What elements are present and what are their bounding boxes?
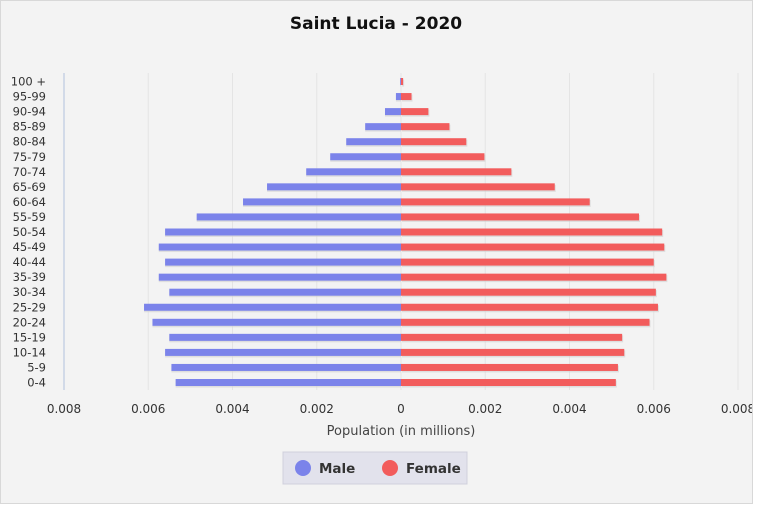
legend-item-male[interactable]: Male — [295, 460, 355, 477]
legend-item-female[interactable]: Female — [382, 460, 461, 477]
female-bar — [401, 213, 640, 221]
female-bar — [401, 303, 658, 311]
legend: Male Female — [282, 451, 468, 485]
female-bar — [401, 288, 656, 296]
y-tick-labels: 0-4 5-910-1415-1920-2425-2930-3435-3940-4… — [11, 75, 46, 390]
y-tick-label: 10-14 — [13, 345, 46, 359]
male-bar — [144, 303, 401, 311]
y-tick-label: 90-94 — [13, 105, 46, 119]
male-bar — [395, 93, 401, 101]
female-bar — [401, 153, 485, 161]
female-bar — [401, 93, 412, 101]
male-bar — [243, 198, 401, 206]
x-tick-label: 0.006 — [637, 402, 671, 416]
male-legend-marker — [295, 460, 311, 476]
male-bar — [158, 243, 401, 251]
y-tick-label: 80-84 — [13, 135, 46, 149]
y-tick-label: 25-29 — [13, 300, 46, 314]
y-tick-label: 50-54 — [13, 225, 46, 239]
y-tick-label: 55-59 — [13, 210, 46, 224]
male-bar — [267, 183, 401, 191]
x-tick-label: 0 — [397, 402, 405, 416]
male-bar — [400, 78, 401, 85]
female-bar — [401, 379, 616, 386]
female-bar — [401, 123, 450, 131]
male-bar — [346, 138, 401, 146]
male-bar — [169, 333, 401, 341]
female-bar — [401, 348, 625, 356]
y-tick-label: 70-74 — [13, 165, 46, 179]
male-legend-label: Male — [319, 461, 355, 477]
female-bar — [401, 243, 665, 251]
female-bar — [401, 318, 650, 326]
y-tick-label: 45-49 — [13, 240, 46, 254]
male-bar — [365, 123, 401, 131]
y-tick-label: 20-24 — [13, 315, 46, 329]
x-tick-label: 0.002 — [300, 402, 334, 416]
female-legend-marker — [382, 460, 398, 476]
y-tick-label: 5-9 — [27, 360, 46, 374]
male-bar — [330, 153, 401, 161]
legend-box — [282, 451, 468, 485]
y-tick-label: 30-34 — [13, 285, 46, 299]
female-bar — [401, 108, 429, 116]
chart-title: Saint Lucia - 2020 — [290, 14, 462, 34]
female-legend-label: Female — [406, 461, 461, 477]
male-bar — [165, 228, 401, 236]
y-tick-label: 35-39 — [13, 270, 46, 284]
x-axis-label: Population (in millions) — [327, 424, 476, 439]
female-bar — [401, 138, 467, 146]
y-tick-label: 40-44 — [13, 255, 46, 269]
male-bar — [306, 168, 401, 176]
female-bar — [401, 273, 667, 281]
female-bar — [401, 333, 623, 341]
x-tick-label: 0.004 — [215, 402, 249, 416]
y-tick-label: 65-69 — [13, 180, 46, 194]
y-tick-label: 75-79 — [13, 150, 46, 164]
y-tick-label: 15-19 — [13, 330, 46, 344]
male-bar — [165, 348, 401, 356]
male-bar — [384, 108, 401, 116]
female-bar — [401, 258, 654, 266]
male-bar — [169, 288, 401, 296]
female-bar — [401, 363, 618, 371]
y-tick-label: 0-4 — [27, 376, 46, 390]
male-bar — [165, 258, 401, 266]
x-tick-label: 0.008 — [47, 402, 81, 416]
y-tick-label: 85-89 — [13, 120, 46, 134]
female-bar — [401, 183, 555, 191]
male-bar — [158, 273, 401, 281]
y-tick-label: 95-99 — [13, 90, 46, 104]
x-tick-label: 0.002 — [468, 402, 502, 416]
x-tick-label: 0.004 — [552, 402, 586, 416]
male-bar — [196, 213, 401, 221]
female-bar — [401, 78, 404, 85]
male-bar — [152, 318, 401, 326]
y-tick-label: 60-64 — [13, 195, 46, 209]
x-tick-label: 0.006 — [131, 402, 165, 416]
x-tick-label: 0.008 — [721, 402, 752, 416]
male-bar — [175, 379, 401, 386]
female-bar — [401, 198, 590, 206]
bars-group — [144, 78, 668, 388]
female-bar — [401, 168, 512, 176]
x-tick-labels: 0.008 0.006 0.004 0.002 0 0.002 0.004 0.006 0.00… — [47, 402, 755, 416]
female-bar — [401, 228, 663, 236]
y-tick-label: 100 + — [11, 75, 46, 89]
male-bar — [171, 363, 401, 371]
